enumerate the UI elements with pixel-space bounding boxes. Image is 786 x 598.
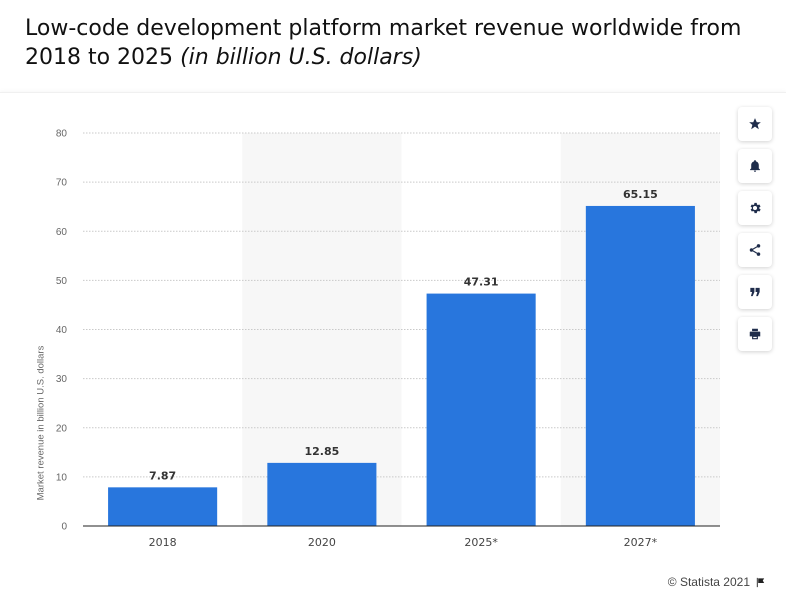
share-button[interactable] (738, 233, 772, 267)
share-icon (749, 244, 761, 256)
x-tick-label: 2020 (308, 536, 336, 549)
y-tick-label: 70 (56, 178, 68, 189)
data-label: 7.87 (149, 469, 176, 482)
statista-credit[interactable]: © Statista 2021 (668, 575, 766, 589)
x-tick-label: 2018 (149, 536, 177, 549)
credit-text: © Statista 2021 (667, 575, 750, 589)
y-tick-label: 80 (56, 129, 68, 140)
y-tick-label: 0 (61, 522, 67, 533)
data-label: 65.15 (623, 188, 658, 201)
star-icon (749, 118, 761, 130)
gear-icon (750, 202, 761, 214)
data-label: 47.31 (464, 276, 499, 289)
x-tick-label: 2025* (464, 536, 498, 549)
y-tick-label: 30 (56, 374, 68, 385)
bell-icon (750, 160, 760, 172)
bar (585, 205, 695, 526)
notification-button[interactable] (738, 149, 772, 183)
bar-chart: 0 10 20 30 40 50 60 70 80 7.87 2018 12.85 2020 47.31 2… (56, 129, 720, 549)
y-tick-label: 50 (56, 276, 68, 287)
y-tick-label: 60 (56, 227, 68, 238)
print-icon (749, 328, 761, 340)
flag-icon (756, 577, 765, 587)
settings-button[interactable] (738, 191, 772, 225)
y-tick-label: 20 (56, 423, 68, 434)
bar (108, 487, 218, 526)
favorite-button[interactable] (738, 107, 772, 141)
cite-button[interactable] (738, 275, 772, 309)
chart-panel: 0 10 20 30 40 50 60 70 80 7.87 2018 12.85 2020 47.31 2… (0, 92, 786, 598)
data-label: 12.85 (304, 445, 339, 458)
y-tick-label: 10 (56, 472, 68, 483)
title-subtitle: (in billion U.S. dollars) (180, 45, 422, 70)
x-tick-label: 2027* (624, 536, 658, 549)
print-button[interactable] (738, 317, 772, 351)
y-axis-label: Market revenue in billion U.S. dollars (35, 345, 47, 501)
bar (426, 293, 536, 526)
y-tick-label: 40 (56, 325, 68, 336)
title-text: Low-code development platform market rev… (25, 16, 742, 70)
bar (267, 462, 377, 526)
chart-title: Low-code development platform market rev… (25, 14, 765, 72)
quote-icon (750, 287, 760, 297)
